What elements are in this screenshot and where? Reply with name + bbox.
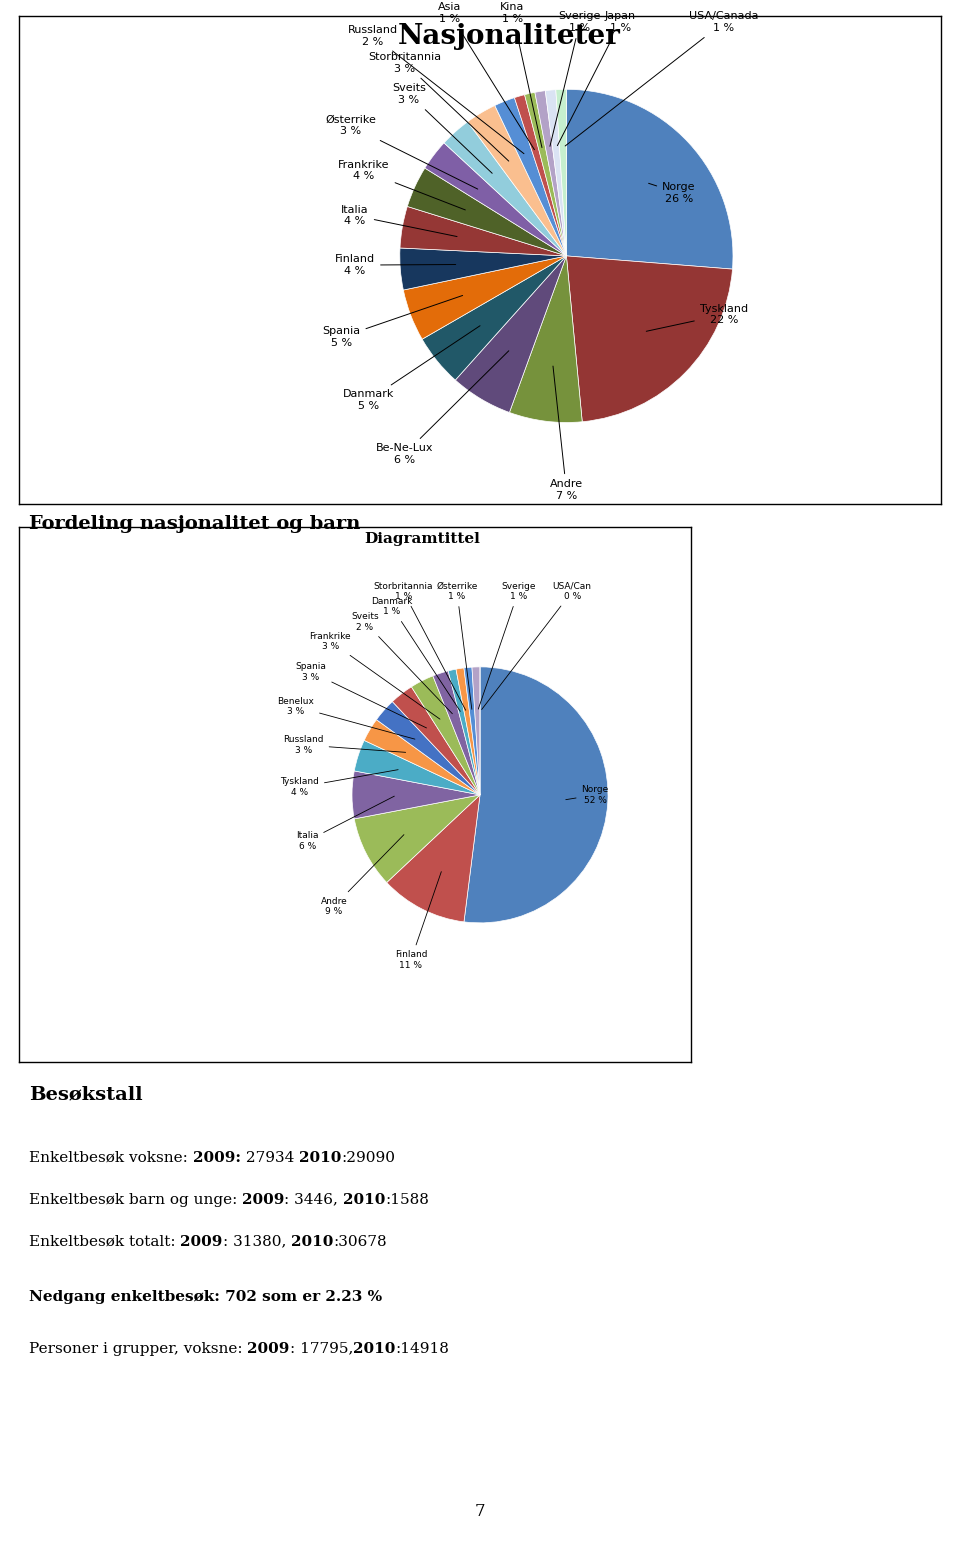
Text: Andre
9 %: Andre 9 % [321,834,404,917]
Wedge shape [354,794,480,883]
Text: Frankrike
4 %: Frankrike 4 % [338,160,466,209]
Text: Østerrike
3 %: Østerrike 3 % [325,115,478,189]
Text: Frankrike
3 %: Frankrike 3 % [309,631,440,720]
Text: Enkeltbesøk voksne:: Enkeltbesøk voksne: [29,1151,193,1165]
Text: Finland
11 %: Finland 11 % [395,872,442,969]
Text: : 31380,: : 31380, [223,1235,291,1249]
Wedge shape [456,668,480,794]
Text: Storbritannia
3 %: Storbritannia 3 % [368,51,509,161]
Wedge shape [352,771,480,819]
Text: : 3446,: : 3446, [284,1193,343,1207]
Text: USA/Canada
1 %: USA/Canada 1 % [565,11,758,146]
Text: Tyskland
4 %: Tyskland 4 % [280,769,398,797]
Text: USA/Can
0 %: USA/Can 0 % [482,582,591,709]
Text: Sveits
2 %: Sveits 2 % [351,613,452,713]
Wedge shape [566,256,732,422]
Text: 2010: 2010 [343,1193,386,1207]
Wedge shape [468,105,566,256]
Text: :29090: :29090 [341,1151,396,1165]
Wedge shape [556,90,566,256]
Text: Kina
1 %: Kina 1 % [500,3,542,147]
Wedge shape [425,143,566,256]
Wedge shape [566,90,733,270]
Text: Spania
3 %: Spania 3 % [296,662,426,727]
Text: Danmark
5 %: Danmark 5 % [343,326,480,411]
Text: 2009:: 2009: [193,1151,241,1165]
Text: 2010: 2010 [291,1235,333,1249]
Text: Storbritannia
1 %: Storbritannia 1 % [373,582,466,710]
Wedge shape [393,687,480,794]
Wedge shape [422,256,566,380]
Text: 2010: 2010 [299,1151,341,1165]
Text: :30678: :30678 [333,1235,387,1249]
Wedge shape [354,740,480,794]
Text: Spania
5 %: Spania 5 % [323,295,463,347]
Text: 2009: 2009 [242,1193,284,1207]
Wedge shape [455,256,566,413]
Wedge shape [376,701,480,794]
Text: Nedgang enkeltbesøk: 702 som er 2.23 %: Nedgang enkeltbesøk: 702 som er 2.23 % [29,1290,382,1304]
Text: 2009: 2009 [248,1342,290,1356]
Wedge shape [448,668,480,794]
Wedge shape [399,248,566,290]
Wedge shape [364,720,480,794]
Wedge shape [400,206,566,256]
Text: : 17795,: : 17795, [290,1342,353,1356]
Wedge shape [444,123,566,256]
Text: Italia
4 %: Italia 4 % [341,205,457,237]
Text: Andre
7 %: Andre 7 % [550,366,583,501]
Text: Nasjonaliteter: Nasjonaliteter [397,23,620,50]
Wedge shape [535,90,566,256]
Text: Benelux
3 %: Benelux 3 % [277,696,415,740]
Text: Tyskland
22 %: Tyskland 22 % [646,304,748,332]
Text: Italia
6 %: Italia 6 % [296,796,395,850]
Wedge shape [494,98,566,256]
Text: Besøkstall: Besøkstall [29,1086,142,1104]
Text: Russland
2 %: Russland 2 % [348,25,524,154]
Text: Enkeltbesøk totalt:: Enkeltbesøk totalt: [29,1235,180,1249]
Text: Sveits
3 %: Sveits 3 % [392,84,492,174]
Wedge shape [433,672,480,794]
Text: Norge
52 %: Norge 52 % [565,785,609,805]
Text: Be-Ne-Lux
6 %: Be-Ne-Lux 6 % [375,351,509,465]
Text: 27934: 27934 [241,1151,299,1165]
Text: :1588: :1588 [386,1193,429,1207]
Text: Danmark
1 %: Danmark 1 % [371,597,461,712]
Text: 2009: 2009 [180,1235,223,1249]
Wedge shape [403,256,566,340]
Text: Sverige
1 %: Sverige 1 % [550,11,601,146]
Wedge shape [407,168,566,256]
Wedge shape [472,667,480,794]
Wedge shape [545,90,566,256]
Text: Diagramtittel: Diagramtittel [365,532,480,546]
Text: Norge
26 %: Norge 26 % [649,183,696,203]
Text: Sverige
1 %: Sverige 1 % [478,582,536,709]
Text: Enkeltbesøk barn og unge:: Enkeltbesøk barn og unge: [29,1193,242,1207]
Wedge shape [510,256,582,422]
Text: Personer i grupper, voksne:: Personer i grupper, voksne: [29,1342,248,1356]
Wedge shape [387,794,480,921]
Wedge shape [464,667,608,923]
Wedge shape [464,667,480,794]
Text: Østerrike
1 %: Østerrike 1 % [436,582,478,709]
Text: Asia
1 %: Asia 1 % [438,3,535,149]
Text: :14918: :14918 [396,1342,449,1356]
Text: Russland
3 %: Russland 3 % [283,735,406,755]
Text: Fordeling nasjonalitet og barn: Fordeling nasjonalitet og barn [29,515,360,534]
Text: Japan
1 %: Japan 1 % [558,11,636,146]
Wedge shape [524,93,566,256]
Text: 2010: 2010 [353,1342,396,1356]
Text: 7: 7 [474,1503,486,1520]
Wedge shape [515,95,566,256]
Text: Finland
4 %: Finland 4 % [335,254,456,276]
Wedge shape [412,676,480,794]
